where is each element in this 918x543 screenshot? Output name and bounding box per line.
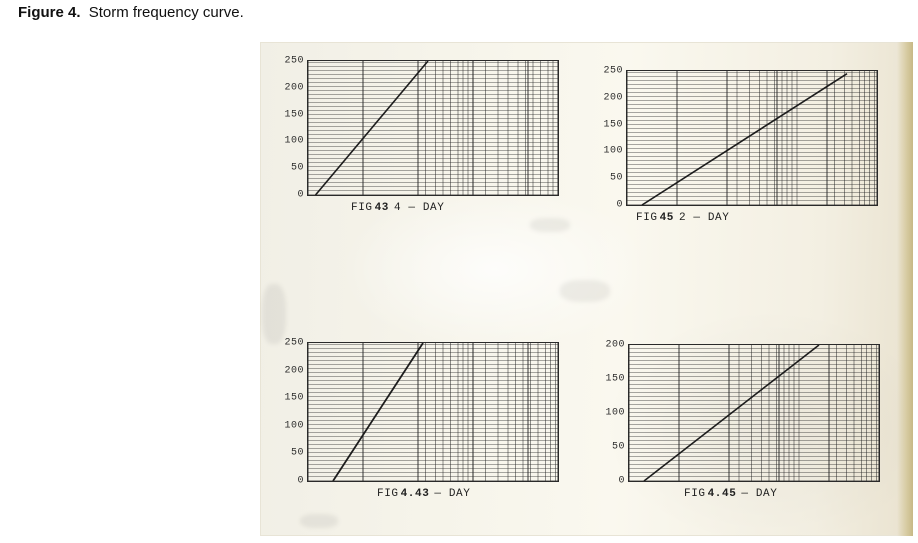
chart-panel-fig43: 250200150100500FIG434 — DAY <box>279 60 549 214</box>
figure-label: Figure 4. <box>18 4 81 21</box>
panel-caption-num: 45 <box>660 212 674 224</box>
y-tick-label: 200 <box>603 92 627 103</box>
chart-svg <box>308 61 558 195</box>
chart-panel-fig443: 250200150100500FIG4.43— DAY <box>279 342 549 500</box>
panel-caption: FIG43 4 — DAY <box>351 202 549 214</box>
chart-panel-fig445: 200150100500FIG4.45— DAY <box>600 344 870 500</box>
panel-caption-prefix: FIG <box>377 488 399 500</box>
scanned-figure-area: 250200150100500FIG434 — DAY2502001501005… <box>260 42 913 536</box>
figure-text: Storm frequency curve. <box>89 4 244 21</box>
y-tick-label: 200 <box>284 82 308 93</box>
y-tick-label: 150 <box>605 374 629 385</box>
figure-caption: Figure 4. Storm frequency curve. <box>18 4 244 21</box>
chart-svg <box>629 345 879 481</box>
panel-caption: FIG4.43 — DAY <box>377 488 549 500</box>
y-tick-label: 150 <box>603 119 627 130</box>
y-tick-label: 0 <box>297 476 308 487</box>
panel-caption-num: 4.43 <box>401 488 430 500</box>
panel-caption-suffix: 2 — DAY <box>679 212 729 224</box>
y-tick-label: 200 <box>284 365 308 376</box>
panel-caption: FIG4.45 — DAY <box>684 488 870 500</box>
photocopy-smudge <box>530 218 570 232</box>
photocopy-smudge <box>300 514 338 528</box>
chart-box: 200150100500 <box>628 344 880 482</box>
panel-caption-num: 43 <box>375 202 389 214</box>
panel-caption-suffix: — DAY <box>741 488 777 500</box>
chart-box: 250200150100500 <box>307 60 559 196</box>
chart-box: 250200150100500 <box>626 70 878 206</box>
y-tick-label: 0 <box>618 476 629 487</box>
y-tick-label: 50 <box>612 442 629 453</box>
chart-svg <box>627 71 877 205</box>
y-tick-label: 150 <box>284 393 308 404</box>
y-tick-label: 50 <box>610 173 627 184</box>
panel-caption-suffix: — DAY <box>434 488 470 500</box>
y-tick-label: 100 <box>284 420 308 431</box>
y-tick-label: 100 <box>605 408 629 419</box>
y-tick-label: 200 <box>605 340 629 351</box>
photocopy-smudge <box>560 280 610 302</box>
panel-caption: FIG45 2 — DAY <box>636 212 868 224</box>
panel-caption-prefix: FIG <box>684 488 706 500</box>
y-tick-label: 0 <box>297 190 308 201</box>
panel-caption-prefix: FIG <box>351 202 373 214</box>
y-tick-label: 150 <box>284 109 308 120</box>
y-tick-label: 250 <box>284 338 308 349</box>
y-tick-label: 250 <box>284 56 308 67</box>
chart-panel-fig45-2day: 250200150100500FIG452 — DAY <box>598 70 868 224</box>
chart-svg <box>308 343 558 481</box>
y-tick-label: 0 <box>616 200 627 211</box>
y-tick-label: 250 <box>603 66 627 77</box>
panel-caption-prefix: FIG <box>636 212 658 224</box>
y-tick-label: 50 <box>291 163 308 174</box>
panel-caption-num: 4.45 <box>708 488 737 500</box>
y-tick-label: 100 <box>284 136 308 147</box>
panel-caption-suffix: 4 — DAY <box>394 202 444 214</box>
chart-box: 250200150100500 <box>307 342 559 482</box>
photocopy-smudge <box>262 284 286 344</box>
y-tick-label: 100 <box>603 146 627 157</box>
y-tick-label: 50 <box>291 448 308 459</box>
